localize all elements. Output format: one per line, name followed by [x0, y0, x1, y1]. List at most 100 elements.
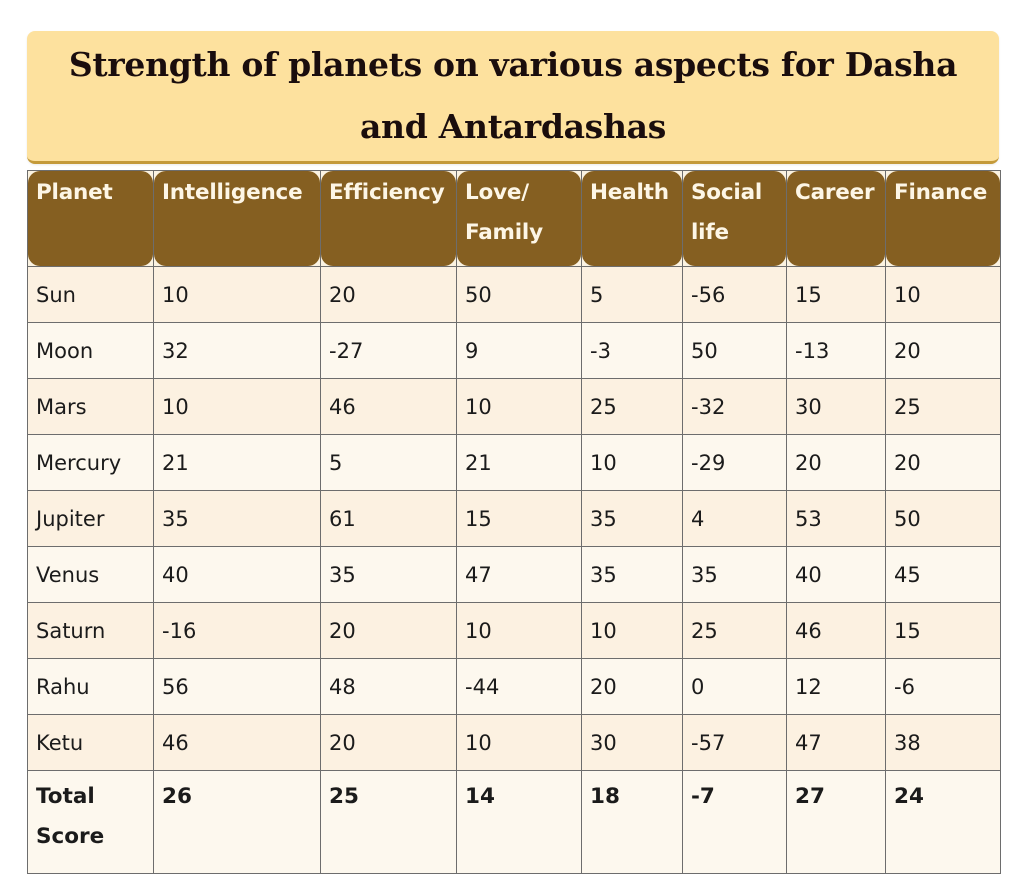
- column-header-love-family: Love/ Family: [456, 170, 582, 267]
- planet-name-cell: Saturn: [27, 602, 154, 659]
- value-cell: 20: [885, 322, 1001, 379]
- value-cell: 35: [581, 490, 683, 547]
- value-cell: 10: [456, 602, 582, 659]
- value-cell: 45: [885, 546, 1001, 603]
- value-cell: 40: [153, 546, 321, 603]
- table-row: Mercury 21 5 21 10 -29 20 20: [27, 434, 1001, 491]
- value-cell: 48: [320, 658, 457, 715]
- value-cell: 21: [456, 434, 582, 491]
- value-cell: -57: [682, 714, 787, 771]
- value-cell: 46: [320, 378, 457, 435]
- total-score-cell: 24: [885, 770, 1001, 874]
- value-cell: 35: [581, 546, 683, 603]
- value-cell: 15: [456, 490, 582, 547]
- planet-name-cell: Moon: [27, 322, 154, 379]
- planet-name-cell: Ketu: [27, 714, 154, 771]
- value-cell: 10: [581, 602, 683, 659]
- value-cell: 15: [885, 602, 1001, 659]
- total-score-cell: 18: [581, 770, 683, 874]
- header-row: Planet Intelligence Efficiency Love/ Fam…: [27, 170, 1001, 267]
- value-cell: 15: [786, 266, 886, 323]
- table-row: Venus 40 35 47 35 35 40 45: [27, 546, 1001, 603]
- total-score-cell: 14: [456, 770, 582, 874]
- value-cell: -44: [456, 658, 582, 715]
- value-cell: 9: [456, 322, 582, 379]
- value-cell: 12: [786, 658, 886, 715]
- value-cell: 35: [153, 490, 321, 547]
- value-cell: 5: [320, 434, 457, 491]
- total-score-cell: -7: [682, 770, 787, 874]
- value-cell: 0: [682, 658, 787, 715]
- value-cell: -13: [786, 322, 886, 379]
- value-cell: 40: [786, 546, 886, 603]
- value-cell: 35: [320, 546, 457, 603]
- value-cell: 10: [456, 378, 582, 435]
- planet-strength-table: Planet Intelligence Efficiency Love/ Fam…: [27, 170, 1001, 874]
- value-cell: 20: [320, 266, 457, 323]
- value-cell: 38: [885, 714, 1001, 771]
- table-row: Rahu 56 48 -44 20 0 12 -6: [27, 658, 1001, 715]
- column-header-finance: Finance: [885, 170, 1001, 267]
- value-cell: 46: [786, 602, 886, 659]
- planet-name-cell: Jupiter: [27, 490, 154, 547]
- value-cell: 20: [885, 434, 1001, 491]
- value-cell: 20: [320, 602, 457, 659]
- value-cell: 4: [682, 490, 787, 547]
- value-cell: 25: [581, 378, 683, 435]
- value-cell: -32: [682, 378, 787, 435]
- value-cell: 10: [456, 714, 582, 771]
- column-header-planet: Planet: [27, 170, 154, 267]
- table-row: Moon 32 -27 9 -3 50 -13 20: [27, 322, 1001, 379]
- value-cell: 21: [153, 434, 321, 491]
- value-cell: 10: [885, 266, 1001, 323]
- planet-name-cell: Sun: [27, 266, 154, 323]
- value-cell: 47: [786, 714, 886, 771]
- value-cell: 50: [456, 266, 582, 323]
- table-row: Mars 10 46 10 25 -32 30 25: [27, 378, 1001, 435]
- value-cell: 5: [581, 266, 683, 323]
- value-cell: 10: [153, 378, 321, 435]
- value-cell: 35: [682, 546, 787, 603]
- table-row: Ketu 46 20 10 30 -57 47 38: [27, 714, 1001, 771]
- page-title: Strength of planets on various aspects f…: [68, 45, 958, 146]
- column-header-social-life: Social life: [682, 170, 787, 267]
- table-row: Jupiter 35 61 15 35 4 53 50: [27, 490, 1001, 547]
- column-header-health: Health: [581, 170, 683, 267]
- value-cell: 50: [682, 322, 787, 379]
- total-score-cell: 27: [786, 770, 886, 874]
- table-row: Sun 10 20 50 5 -56 15 10: [27, 266, 1001, 323]
- value-cell: 46: [153, 714, 321, 771]
- title-banner: Strength of planets on various aspects f…: [27, 31, 999, 164]
- value-cell: 20: [320, 714, 457, 771]
- value-cell: 20: [581, 658, 683, 715]
- table-row: Saturn -16 20 10 10 25 46 15: [27, 602, 1001, 659]
- total-score-row: Total Score 26 25 14 18 -7 27 24: [27, 770, 1001, 874]
- value-cell: 56: [153, 658, 321, 715]
- value-cell: 25: [682, 602, 787, 659]
- value-cell: -56: [682, 266, 787, 323]
- planet-name-cell: Mercury: [27, 434, 154, 491]
- value-cell: 53: [786, 490, 886, 547]
- planet-name-cell: Rahu: [27, 658, 154, 715]
- total-score-cell: 25: [320, 770, 457, 874]
- value-cell: 50: [885, 490, 1001, 547]
- value-cell: 32: [153, 322, 321, 379]
- value-cell: 10: [153, 266, 321, 323]
- column-header-efficiency: Efficiency: [320, 170, 457, 267]
- value-cell: 61: [320, 490, 457, 547]
- value-cell: 25: [885, 378, 1001, 435]
- value-cell: 30: [581, 714, 683, 771]
- value-cell: 30: [786, 378, 886, 435]
- column-header-career: Career: [786, 170, 886, 267]
- value-cell: -16: [153, 602, 321, 659]
- total-score-cell: 26: [153, 770, 321, 874]
- value-cell: 47: [456, 546, 582, 603]
- planet-name-cell: Mars: [27, 378, 154, 435]
- value-cell: 10: [581, 434, 683, 491]
- value-cell: -3: [581, 322, 683, 379]
- value-cell: -29: [682, 434, 787, 491]
- total-score-label: Total Score: [27, 770, 154, 874]
- planet-name-cell: Venus: [27, 546, 154, 603]
- value-cell: -6: [885, 658, 1001, 715]
- value-cell: -27: [320, 322, 457, 379]
